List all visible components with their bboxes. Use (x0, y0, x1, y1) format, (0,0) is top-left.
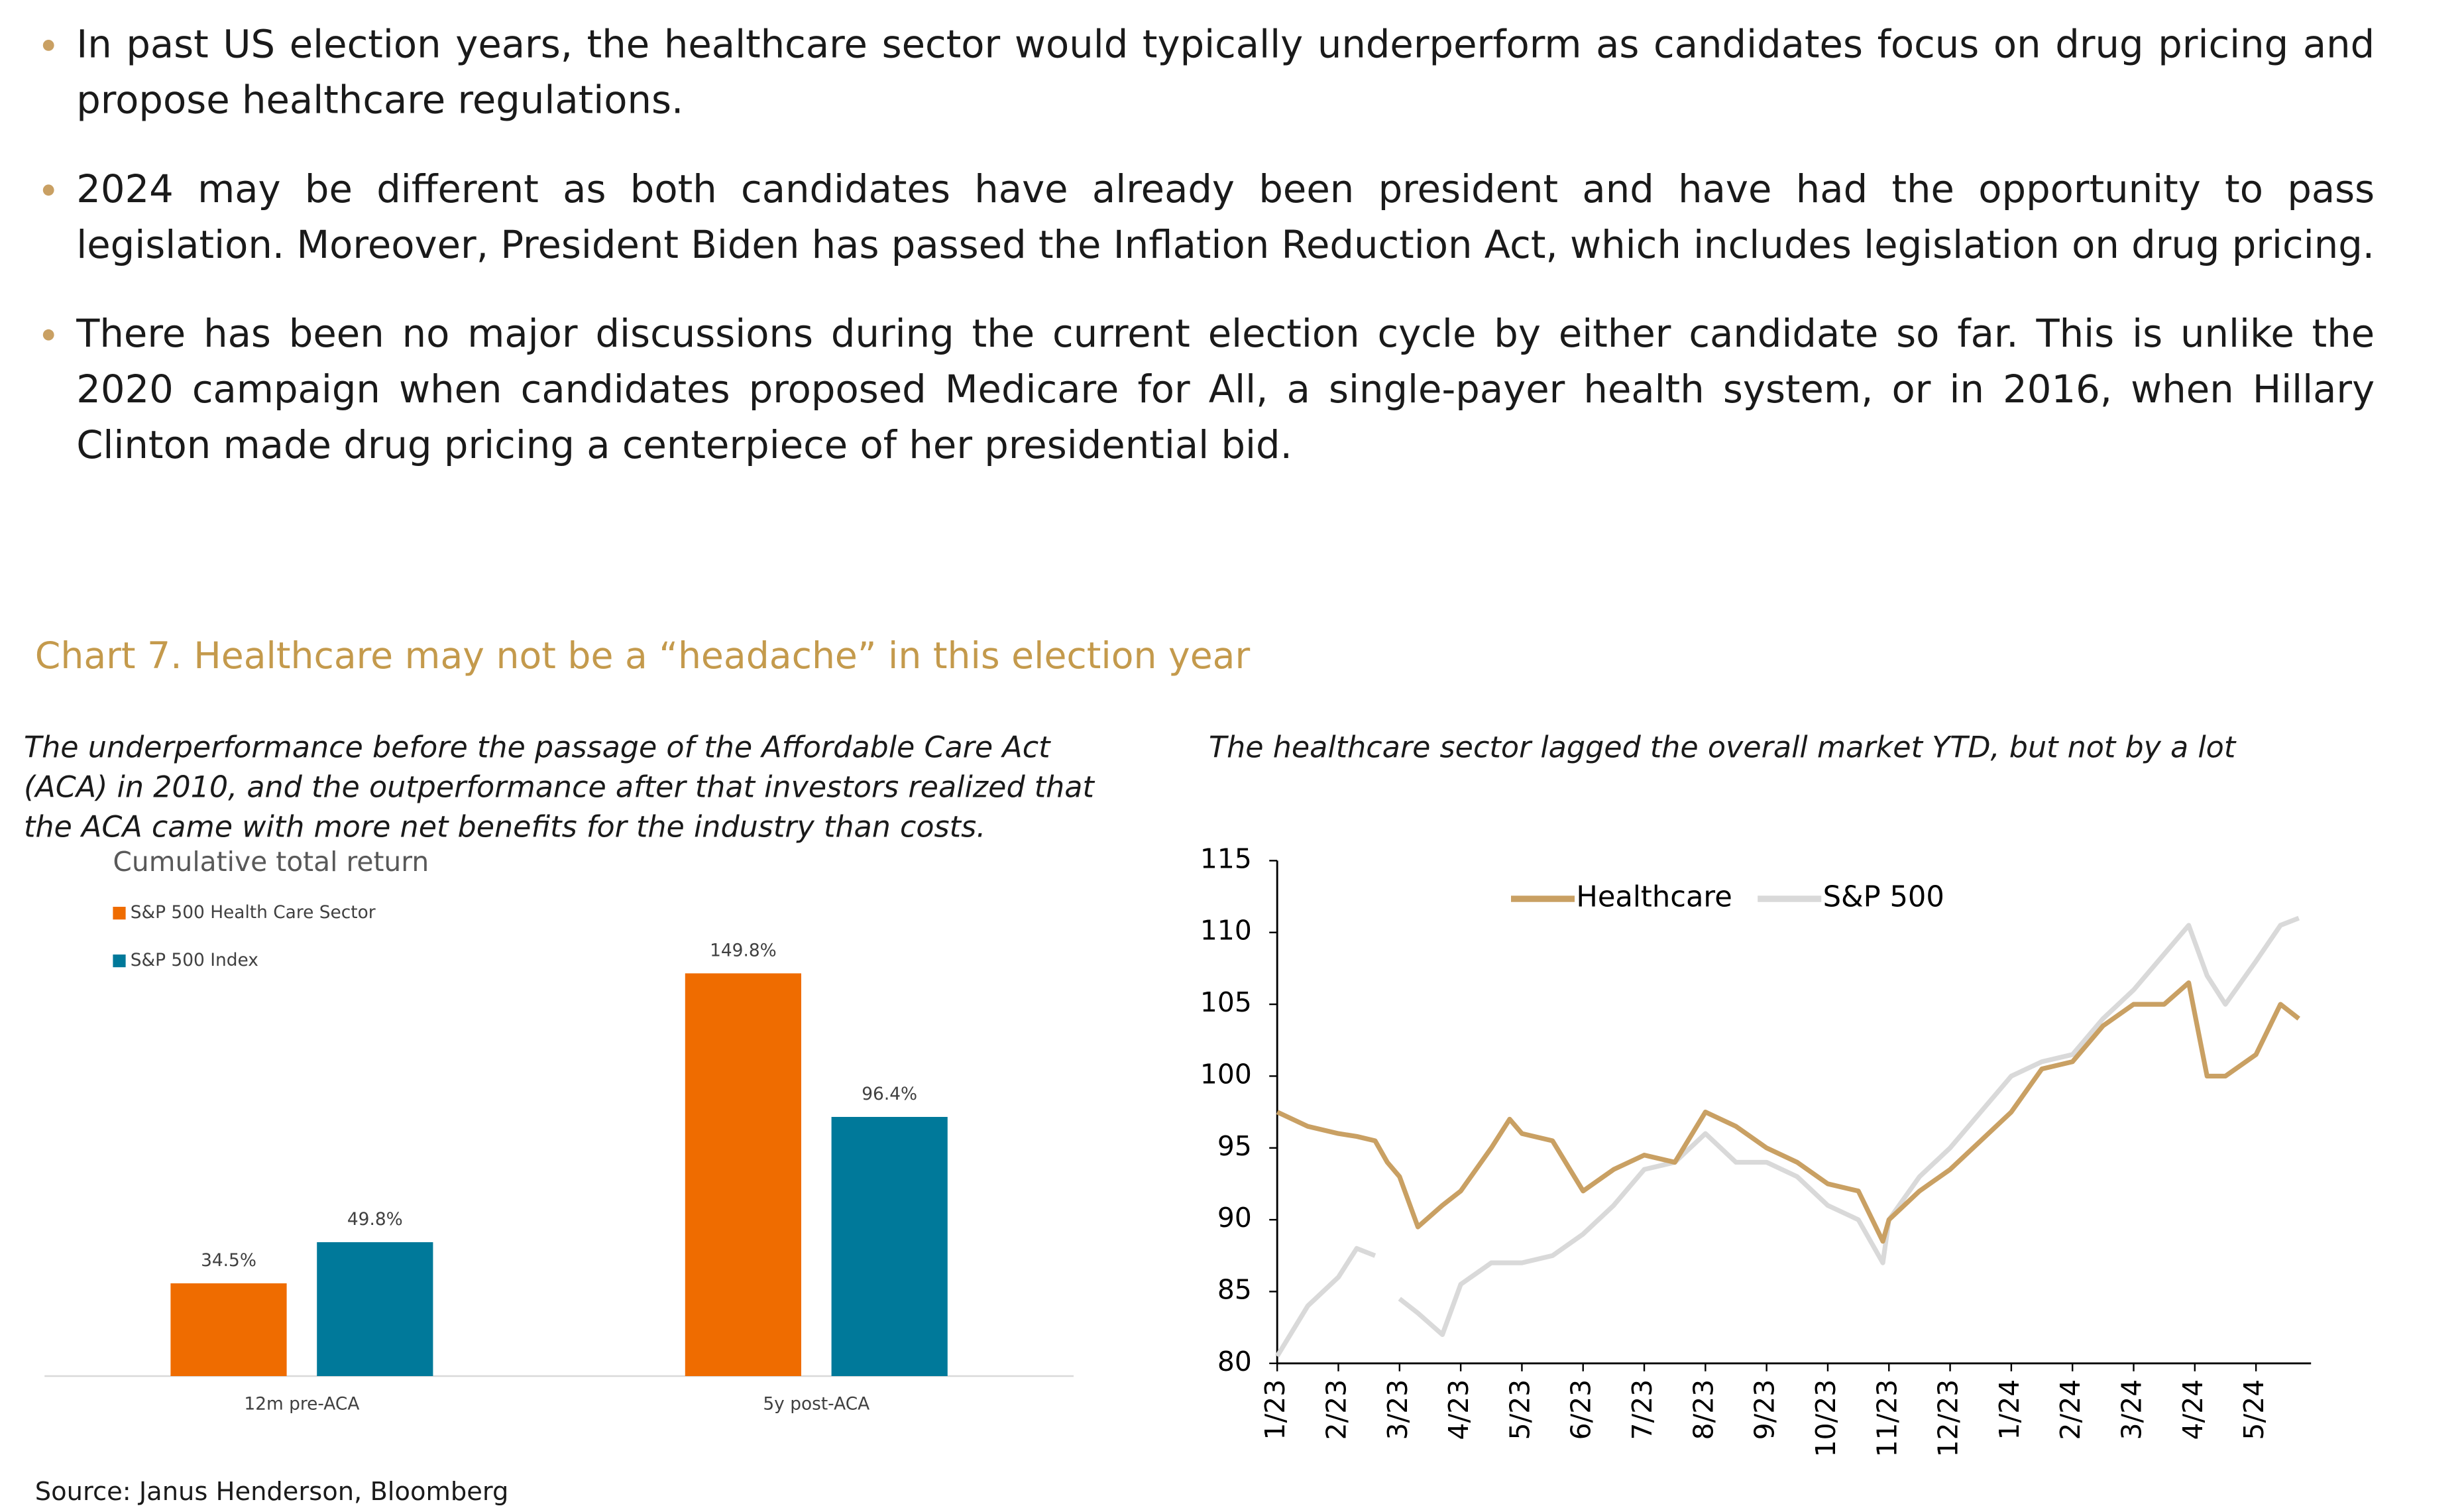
value-label: 34.5% (201, 1250, 256, 1271)
bar (685, 973, 801, 1376)
x-tick-label: 11/23 (1871, 1379, 1903, 1458)
bar (170, 1283, 287, 1376)
bar (831, 1117, 948, 1376)
y-tick-label: 115 (1200, 842, 1252, 874)
x-tick-label: 6/23 (1565, 1379, 1597, 1440)
bullet: 2024 may be different as both candidates… (42, 162, 2375, 272)
value-label: 96.4% (862, 1084, 917, 1104)
x-tick-label: 3/23 (1382, 1379, 1414, 1440)
legend-swatch (113, 955, 126, 968)
x-tick-label: 1/23 (1259, 1379, 1291, 1440)
chart-subtitle: The underperformance before the passage … (24, 732, 1094, 845)
bar (317, 1242, 433, 1376)
y-tick-label: 90 (1217, 1202, 1252, 1234)
x-tick-label: 12m pre-ACA (244, 1394, 359, 1415)
x-tick-label: 9/23 (1749, 1379, 1781, 1440)
x-tick-label: 4/23 (1443, 1379, 1475, 1440)
legend-swatch (113, 907, 126, 920)
chart-heading: Chart 7. Healthcare may not be a “headac… (34, 636, 1251, 678)
x-tick-label: 3/24 (2116, 1379, 2148, 1440)
x-tick-label: 5y post-ACA (763, 1394, 869, 1415)
x-tick-label: 10/23 (1810, 1379, 1842, 1458)
bullet: There has been no major discussions duri… (42, 308, 2375, 473)
x-tick-label: 12/23 (1932, 1379, 1964, 1458)
legend-label: Healthcare (1576, 881, 1732, 914)
value-label: 49.8% (347, 1209, 403, 1230)
bullet: In past US election years, the healthcar… (42, 17, 2375, 127)
value-label: 149.8% (710, 940, 777, 960)
y-tick-label: 95 (1217, 1130, 1252, 1162)
source-note: Source: Janus Henderson, Bloomberg (34, 1476, 509, 1507)
y-tick-label: 85 (1217, 1273, 1252, 1305)
y-tick-label: 100 (1200, 1058, 1252, 1090)
line-series (1275, 915, 2300, 1358)
x-tick-label: 2/24 (2054, 1379, 2086, 1440)
x-tick-label: 7/23 (1626, 1379, 1658, 1440)
bullet-list: In past US election years, the healthcar… (42, 17, 2375, 508)
line-series (1276, 980, 2300, 1244)
y-tick-label: 80 (1217, 1346, 1252, 1377)
legend-label: S&P 500 Health Care Sector (131, 902, 376, 923)
chart-title: Cumulative total return (113, 846, 429, 878)
x-tick-label: 2/23 (1321, 1379, 1353, 1440)
legend-label: S&P 500 (1823, 881, 1944, 914)
y-tick-label: 110 (1200, 915, 1252, 947)
legend-label: S&P 500 Index (131, 950, 258, 970)
chart-subtitle: The healthcare sector lagged the overall… (1209, 732, 2236, 766)
y-tick-label: 105 (1200, 986, 1252, 1018)
x-tick-label: 8/23 (1687, 1379, 1719, 1440)
x-tick-label: 1/24 (1993, 1379, 2025, 1440)
x-tick-label: 5/24 (2238, 1379, 2270, 1440)
x-tick-label: 4/24 (2177, 1379, 2209, 1440)
x-tick-label: 5/23 (1504, 1379, 1536, 1440)
